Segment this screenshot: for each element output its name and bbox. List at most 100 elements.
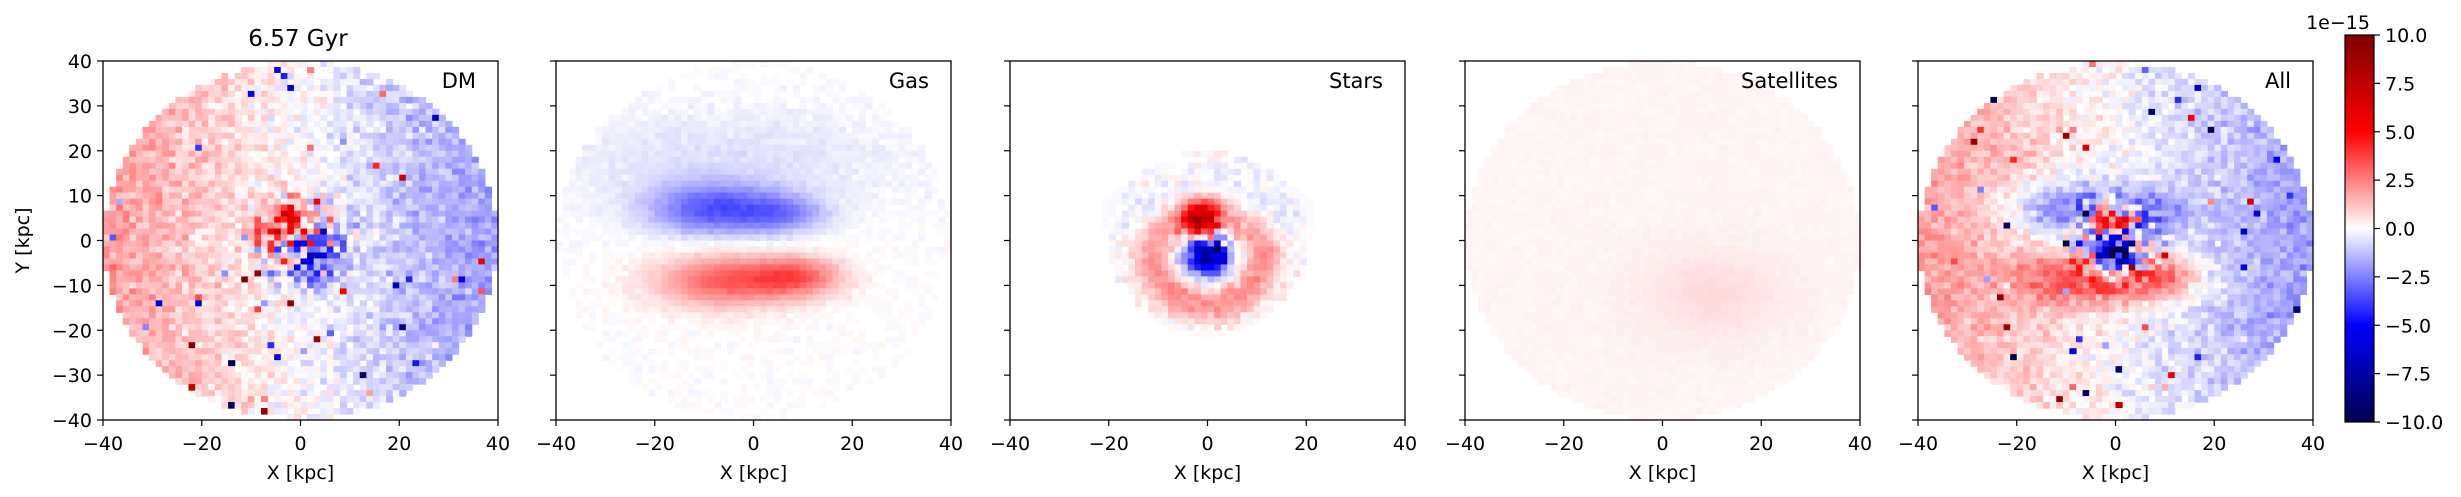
heatmap-cell [195,378,203,385]
heatmap-cell [602,306,610,313]
heatmap-cell [188,204,196,212]
heatmap-cell [720,222,728,230]
heatmap-cell [386,90,394,98]
heatmap-cell [839,348,847,355]
heatmap-cell [405,372,414,379]
heatmap-cell [425,114,433,122]
heatmap-cell [661,264,669,272]
heatmap-cell [340,372,348,379]
heatmap-cell [740,114,748,122]
heatmap-cell [911,246,919,254]
heatmap-cell [241,66,249,74]
heatmap-cell [405,162,414,170]
heatmap-cell [681,156,689,164]
heatmap-cell [267,240,275,248]
heatmap-cell [359,96,367,104]
heatmap-cell [628,156,636,164]
heatmap-cell [188,222,196,230]
heatmap-cell [898,228,906,236]
heatmap-cell [359,216,367,224]
heatmap-cell [287,330,295,337]
heatmap-cell [621,330,630,337]
heatmap-cell [779,228,788,236]
heatmap-cell [228,264,236,272]
heatmap-cell [714,150,722,158]
heatmap-cell [845,342,853,349]
heatmap-cell [155,330,163,337]
heatmap-cell [641,204,649,212]
heatmap-cell [1253,162,1261,170]
heatmap-cell [806,288,814,295]
heatmap-cell [648,168,656,176]
heatmap-cell [214,120,223,128]
heatmap-cell [621,252,630,260]
heatmap-cell [359,372,367,379]
heatmap-cell [162,282,170,289]
heatmap-cell [819,264,827,272]
heatmap-cell [307,132,315,140]
heatmap-cell [793,138,801,146]
heatmap-cell [773,186,781,194]
heatmap-cell [372,108,381,116]
heatmap-cell [241,150,249,158]
heatmap-cell [740,402,748,409]
heatmap-cell [648,90,656,98]
heatmap-cell [201,96,209,104]
heatmap-cell [274,84,282,92]
heatmap-cell [471,234,479,242]
heatmap-cell [806,150,814,158]
heatmap-cell [175,114,183,122]
heatmap-cell [471,318,479,325]
heatmap-cell [628,126,636,134]
heatmap-cell [313,186,321,194]
heatmap-cell [379,288,387,295]
heatmap-cell [667,282,676,289]
heatmap-cell [425,270,433,277]
heatmap-cell [392,300,400,307]
heatmap-cell [313,216,321,224]
heatmap-cell [852,372,860,379]
heatmap-cell [471,282,479,289]
heatmap-cell [261,234,269,242]
heatmap-cell [451,210,460,218]
heatmap-cell [228,324,236,331]
heatmap-cell [832,282,840,289]
heatmap-cell [1168,162,1176,170]
heatmap-cell [346,300,354,307]
heatmap-cell [924,258,932,266]
heatmap-cell [300,264,308,272]
heatmap-cell [720,132,728,140]
heatmap-cell [109,216,117,224]
heatmap-cell [845,198,853,206]
heatmap-cell [201,120,209,128]
heatmap-cell [608,174,616,182]
heatmap-cell [793,216,801,224]
heatmap-cell [760,318,768,325]
heatmap-cell [1181,168,1189,176]
heatmap-cell [234,102,242,110]
heatmap-cell [399,378,407,385]
heatmap-cell [654,228,662,236]
heatmap-cell [340,150,348,158]
heatmap-cell [595,126,603,134]
heatmap-cell [438,168,446,176]
heatmap-cell [595,234,603,242]
heatmap-cell [182,234,190,242]
heatmap-cell [274,72,282,80]
heatmap-cell [904,150,913,158]
heatmap-cell [353,366,361,373]
heatmap-cell [195,162,203,170]
heatmap-cell [228,168,236,176]
heatmap-cell [773,228,781,236]
heatmap-cell [812,306,820,313]
heatmap-cell [379,312,387,319]
heatmap-cell [333,348,341,355]
heatmap-cell [182,174,190,182]
heatmap-cell [241,72,249,80]
heatmap-cell [575,312,583,319]
heatmap-cell [182,282,190,289]
heatmap-cell [333,222,341,230]
heatmap-cell [760,246,768,254]
heatmap-cell [621,360,630,367]
heatmap-cell [707,246,715,254]
